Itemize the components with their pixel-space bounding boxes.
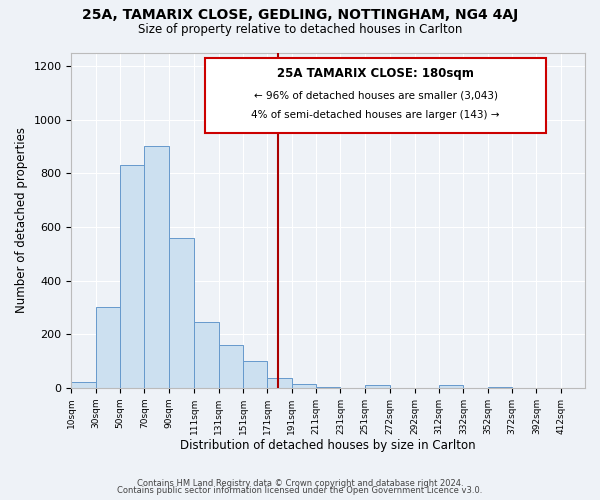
- Text: Contains public sector information licensed under the Open Government Licence v3: Contains public sector information licen…: [118, 486, 482, 495]
- Text: Contains HM Land Registry data © Crown copyright and database right 2024.: Contains HM Land Registry data © Crown c…: [137, 478, 463, 488]
- Bar: [439, 385, 463, 388]
- Text: 25A, TAMARIX CLOSE, GEDLING, NOTTINGHAM, NG4 4AJ: 25A, TAMARIX CLOSE, GEDLING, NOTTINGHAM,…: [82, 8, 518, 22]
- Bar: [365, 385, 390, 388]
- Bar: [145, 146, 169, 388]
- Bar: [169, 238, 194, 388]
- Bar: [268, 378, 292, 388]
- FancyBboxPatch shape: [205, 58, 547, 133]
- Text: ← 96% of detached houses are smaller (3,043): ← 96% of detached houses are smaller (3,…: [254, 90, 498, 101]
- Bar: [96, 308, 120, 388]
- Text: Size of property relative to detached houses in Carlton: Size of property relative to detached ho…: [138, 22, 462, 36]
- Y-axis label: Number of detached properties: Number of detached properties: [15, 127, 28, 313]
- Bar: [218, 345, 243, 388]
- Bar: [292, 384, 316, 388]
- Bar: [194, 322, 218, 388]
- Bar: [243, 361, 268, 388]
- Bar: [71, 382, 96, 388]
- Bar: [488, 386, 512, 388]
- Text: 4% of semi-detached houses are larger (143) →: 4% of semi-detached houses are larger (1…: [251, 110, 500, 120]
- Bar: [120, 165, 145, 388]
- Text: 25A TAMARIX CLOSE: 180sqm: 25A TAMARIX CLOSE: 180sqm: [277, 67, 474, 80]
- Bar: [316, 386, 340, 388]
- X-axis label: Distribution of detached houses by size in Carlton: Distribution of detached houses by size …: [181, 440, 476, 452]
